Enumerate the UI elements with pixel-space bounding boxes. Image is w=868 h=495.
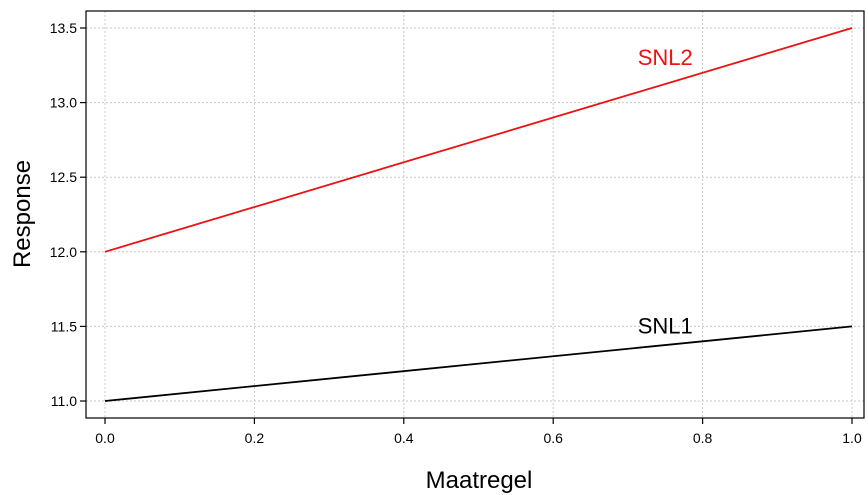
- x-axis-title: Maatregel: [426, 467, 533, 494]
- y-tick-label: 11.5: [51, 318, 77, 334]
- y-tick-label: 13.5: [50, 20, 77, 36]
- x-tick-label: 0.0: [95, 430, 115, 446]
- series-line-snl1: [104, 325, 853, 402]
- y-axis-title: Response: [9, 160, 36, 268]
- y-tick-label: 11.0: [51, 393, 77, 409]
- series-line-snl2: [104, 27, 853, 253]
- y-tick-label: 13.0: [50, 95, 77, 111]
- x-tick-label: 0.2: [245, 430, 265, 446]
- x-tick-label: 0.6: [543, 430, 563, 446]
- y-tick-label: 12.5: [50, 169, 77, 185]
- grid: [86, 11, 864, 418]
- y-axis: 11.0 11.5 12.0 12.5 13.0 13.5: [50, 20, 86, 409]
- x-axis: 0.0 0.2 0.4 0.6 0.8 1.0: [95, 418, 862, 446]
- x-tick-label: 1.0: [842, 430, 862, 446]
- y-tick-label: 12.0: [50, 244, 77, 260]
- series-label-snl2: SNL2: [638, 45, 693, 70]
- x-tick-label: 0.8: [693, 430, 713, 446]
- series-label-snl1: SNL1: [638, 313, 693, 338]
- plot-frame: [85, 10, 865, 419]
- x-tick-label: 0.4: [394, 430, 414, 446]
- series-group: SNL1 SNL2: [104, 27, 853, 402]
